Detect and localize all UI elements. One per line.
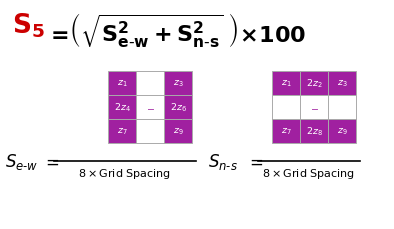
Text: $\mathbf{S_5}$: $\mathbf{S_5}$ xyxy=(12,12,45,40)
Bar xyxy=(108,120,136,143)
Bar xyxy=(164,72,192,95)
Text: $z_7$: $z_7$ xyxy=(281,126,291,137)
Text: $z_1$: $z_1$ xyxy=(281,78,291,89)
Bar xyxy=(328,120,356,143)
Bar xyxy=(328,72,356,95)
Bar xyxy=(272,120,300,143)
Text: $2z_4$: $2z_4$ xyxy=(113,101,130,114)
Bar xyxy=(164,120,192,143)
Text: $z_9$: $z_9$ xyxy=(173,126,183,137)
Text: $S_{e\text{-}w}$: $S_{e\text{-}w}$ xyxy=(5,151,39,171)
Text: $z_9$: $z_9$ xyxy=(337,126,348,137)
Bar xyxy=(300,95,328,120)
Bar xyxy=(328,95,356,120)
Text: $2z_6$: $2z_6$ xyxy=(169,101,186,114)
Text: $\mathbf{= \!\left(\sqrt{S^2_{e\text{-}w} + S^2_{n\text{-}s}}\;\right)\!\times\!: $\mathbf{= \!\left(\sqrt{S^2_{e\text{-}w… xyxy=(46,12,306,50)
Text: $S_{n\text{-}s}$: $S_{n\text{-}s}$ xyxy=(208,151,238,171)
Bar xyxy=(136,95,164,120)
Text: $-$: $-$ xyxy=(145,103,154,112)
Bar xyxy=(272,72,300,95)
Text: $z_1$: $z_1$ xyxy=(117,78,127,89)
Bar xyxy=(272,95,300,120)
Text: $8 \times \mathrm{Grid\ Spacing}$: $8 \times \mathrm{Grid\ Spacing}$ xyxy=(262,166,355,180)
Bar xyxy=(300,72,328,95)
Text: $z_3$: $z_3$ xyxy=(173,78,183,89)
Bar xyxy=(136,72,164,95)
Bar xyxy=(300,120,328,143)
Bar xyxy=(136,120,164,143)
Text: $2z_8$: $2z_8$ xyxy=(306,125,322,138)
Text: $8 \times \mathrm{Grid\ Spacing}$: $8 \times \mathrm{Grid\ Spacing}$ xyxy=(78,166,171,180)
Text: $z_7$: $z_7$ xyxy=(117,126,127,137)
Text: $z_3$: $z_3$ xyxy=(337,78,348,89)
Text: $-$: $-$ xyxy=(310,103,318,112)
Text: $2z_2$: $2z_2$ xyxy=(306,77,322,90)
Text: $=$: $=$ xyxy=(246,152,263,170)
Bar xyxy=(164,95,192,120)
Bar xyxy=(108,95,136,120)
Bar xyxy=(108,72,136,95)
Text: $=$: $=$ xyxy=(42,152,59,170)
